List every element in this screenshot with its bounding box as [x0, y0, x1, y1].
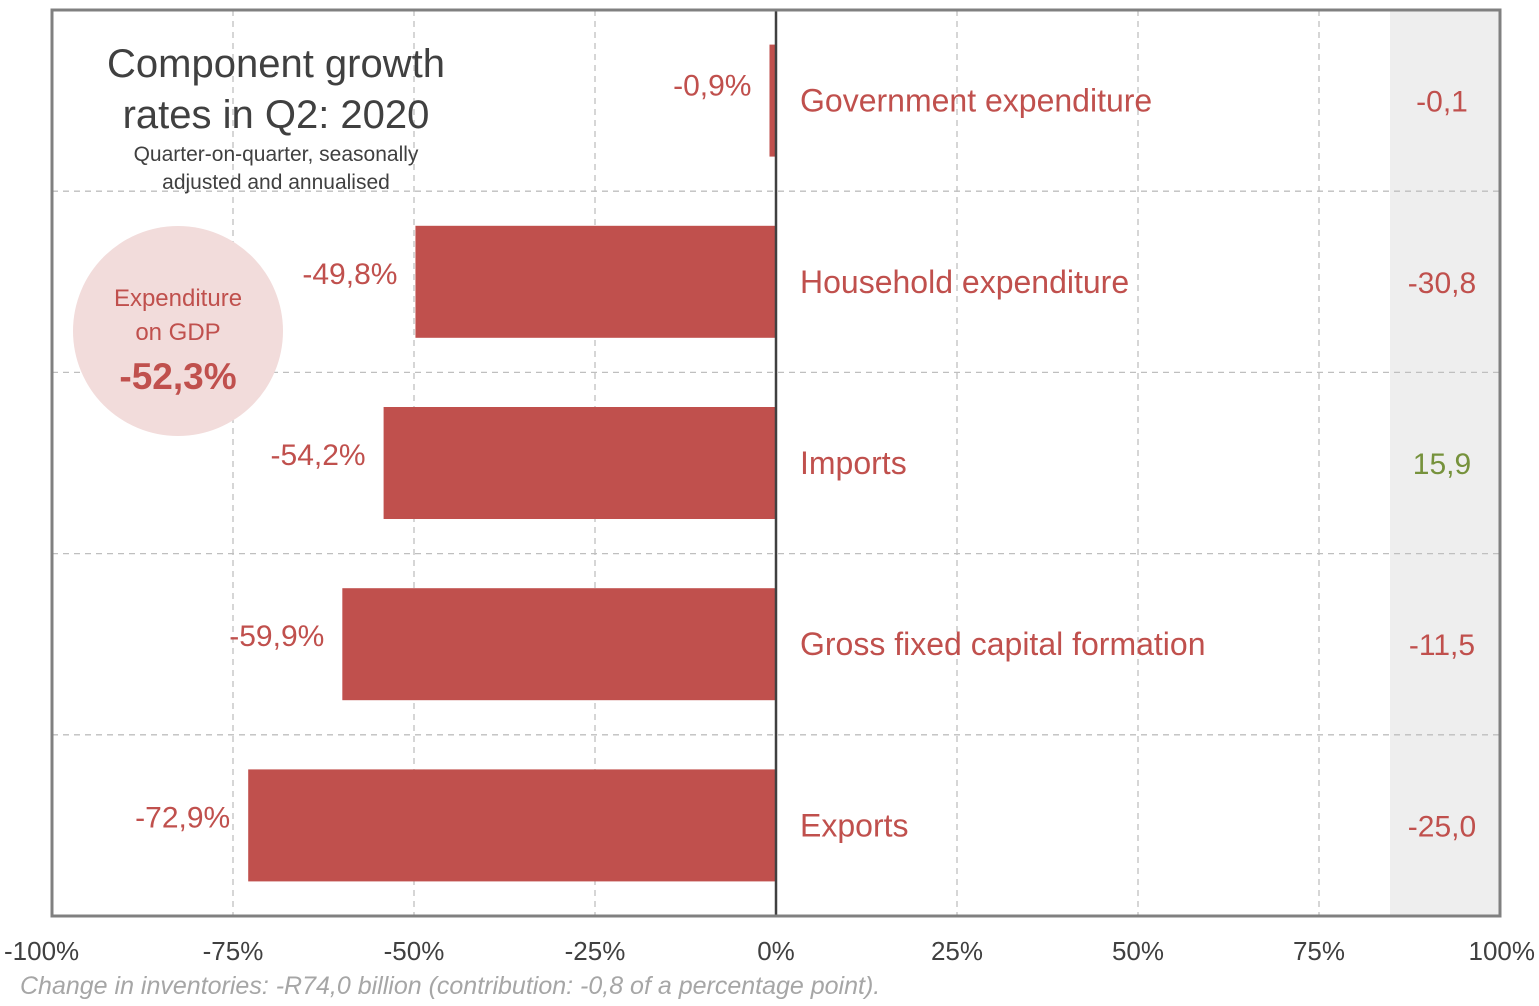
bars-group	[248, 44, 777, 882]
gdp-callout-line-1: Expenditure	[114, 285, 242, 312]
category-labels: Government expenditure Household expendit…	[800, 83, 1206, 844]
category-label: Imports	[800, 445, 907, 481]
x-tick-label: 75%	[1293, 936, 1345, 966]
category-label: Exports	[800, 807, 908, 843]
gdp-callout-circle	[73, 226, 283, 436]
contribution-labels: -0,1 -30,8 15,9 -11,5 -25,0	[1408, 86, 1476, 844]
category-label: Government expenditure	[800, 83, 1152, 119]
x-tick-labels: -100% -75% -50% -25% 0% 25% 50% 75% 100%	[4, 936, 1535, 966]
x-tick-label: -25%	[565, 936, 626, 966]
contribution-band	[1390, 10, 1500, 916]
x-tick-label: 100%	[1469, 936, 1536, 966]
bar-4	[248, 769, 777, 882]
contribution-label: 15,9	[1413, 448, 1471, 481]
chart-title-line-2: rates in Q2: 2020	[123, 93, 430, 137]
bar-1	[415, 225, 776, 338]
chart-title-line-1: Component growth	[107, 42, 445, 86]
x-tick-label: 25%	[931, 936, 983, 966]
chart-subtitle-line-2: adjusted and annualised	[162, 171, 390, 194]
category-label: Household expenditure	[800, 264, 1129, 300]
bar-2	[383, 407, 776, 519]
x-tick-label: -75%	[203, 936, 264, 966]
contribution-label: -30,8	[1408, 267, 1476, 300]
bar-3	[342, 588, 776, 701]
value-label: -54,2%	[271, 439, 366, 472]
category-label: Gross fixed capital formation	[800, 626, 1206, 662]
contribution-label: -25,0	[1408, 810, 1476, 843]
contribution-label: -11,5	[1409, 629, 1475, 662]
gdp-callout-line-2: on GDP	[135, 319, 220, 346]
plot-frame	[50, 8, 1502, 918]
chart-subtitle-line-1: Quarter-on-quarter, seasonally	[134, 143, 419, 166]
x-tick-label: 0%	[757, 936, 795, 966]
bar-0	[769, 44, 776, 157]
contribution-label: -0,1	[1416, 86, 1468, 119]
footnote: Change in inventories: -R74,0 billion (c…	[20, 972, 880, 1000]
value-label: -72,9%	[135, 801, 230, 834]
x-tick-label: -100%	[4, 936, 79, 966]
gdp-callout-value: -52,3%	[119, 356, 236, 397]
value-label: -59,9%	[229, 620, 324, 653]
value-label: -0,9%	[673, 70, 751, 103]
x-tick-label: 50%	[1112, 936, 1164, 966]
value-label: -49,8%	[302, 258, 397, 291]
x-tick-label: -50%	[384, 936, 445, 966]
value-labels: -0,9% -49,8% -54,2% -59,9% -72,9%	[135, 70, 751, 835]
